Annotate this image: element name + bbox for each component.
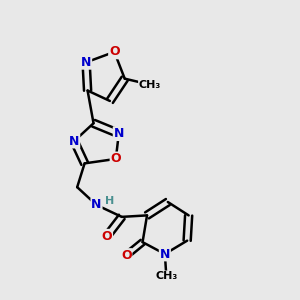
Text: H: H: [105, 196, 115, 206]
Text: N: N: [81, 56, 91, 69]
Text: N: N: [91, 199, 102, 212]
Text: CH₃: CH₃: [155, 271, 178, 281]
Text: O: O: [102, 230, 112, 243]
Text: O: O: [110, 152, 121, 165]
Text: N: N: [114, 127, 124, 140]
Text: N: N: [69, 135, 80, 148]
Text: N: N: [160, 248, 170, 260]
Text: O: O: [109, 45, 120, 58]
Text: CH₃: CH₃: [139, 80, 161, 90]
Text: O: O: [121, 249, 131, 262]
